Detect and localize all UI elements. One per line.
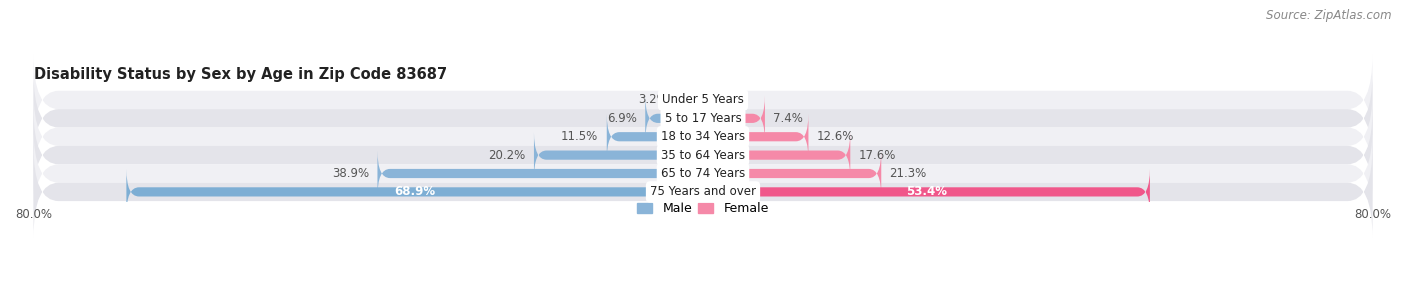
- Text: 53.4%: 53.4%: [905, 185, 948, 199]
- Text: 20.2%: 20.2%: [488, 149, 526, 162]
- Text: 38.9%: 38.9%: [332, 167, 370, 180]
- FancyBboxPatch shape: [645, 95, 703, 141]
- Text: Under 5 Years: Under 5 Years: [662, 93, 744, 106]
- Text: 17.6%: 17.6%: [859, 149, 896, 162]
- FancyBboxPatch shape: [534, 132, 703, 178]
- Text: 75 Years and over: 75 Years and over: [650, 185, 756, 199]
- Text: Disability Status by Sex by Age in Zip Code 83687: Disability Status by Sex by Age in Zip C…: [34, 67, 447, 82]
- FancyBboxPatch shape: [676, 77, 703, 123]
- FancyBboxPatch shape: [34, 109, 1372, 201]
- Text: 0.0%: 0.0%: [711, 93, 741, 106]
- Text: 6.9%: 6.9%: [607, 112, 637, 125]
- FancyBboxPatch shape: [703, 150, 882, 196]
- Text: 21.3%: 21.3%: [890, 167, 927, 180]
- Text: 68.9%: 68.9%: [394, 185, 436, 199]
- FancyBboxPatch shape: [703, 132, 851, 178]
- FancyBboxPatch shape: [127, 169, 703, 215]
- Text: Source: ZipAtlas.com: Source: ZipAtlas.com: [1267, 9, 1392, 22]
- FancyBboxPatch shape: [703, 114, 808, 160]
- Text: 5 to 17 Years: 5 to 17 Years: [665, 112, 741, 125]
- Text: 18 to 34 Years: 18 to 34 Years: [661, 130, 745, 143]
- Legend: Male, Female: Male, Female: [633, 197, 773, 220]
- Text: 3.2%: 3.2%: [638, 93, 668, 106]
- FancyBboxPatch shape: [607, 114, 703, 160]
- FancyBboxPatch shape: [34, 91, 1372, 183]
- FancyBboxPatch shape: [703, 95, 765, 141]
- Text: 65 to 74 Years: 65 to 74 Years: [661, 167, 745, 180]
- FancyBboxPatch shape: [34, 146, 1372, 238]
- FancyBboxPatch shape: [34, 128, 1372, 219]
- FancyBboxPatch shape: [34, 72, 1372, 164]
- Text: 35 to 64 Years: 35 to 64 Years: [661, 149, 745, 162]
- Text: 11.5%: 11.5%: [561, 130, 599, 143]
- Text: 12.6%: 12.6%: [817, 130, 855, 143]
- FancyBboxPatch shape: [377, 150, 703, 196]
- Text: 7.4%: 7.4%: [773, 112, 803, 125]
- FancyBboxPatch shape: [703, 169, 1150, 215]
- FancyBboxPatch shape: [34, 54, 1372, 146]
